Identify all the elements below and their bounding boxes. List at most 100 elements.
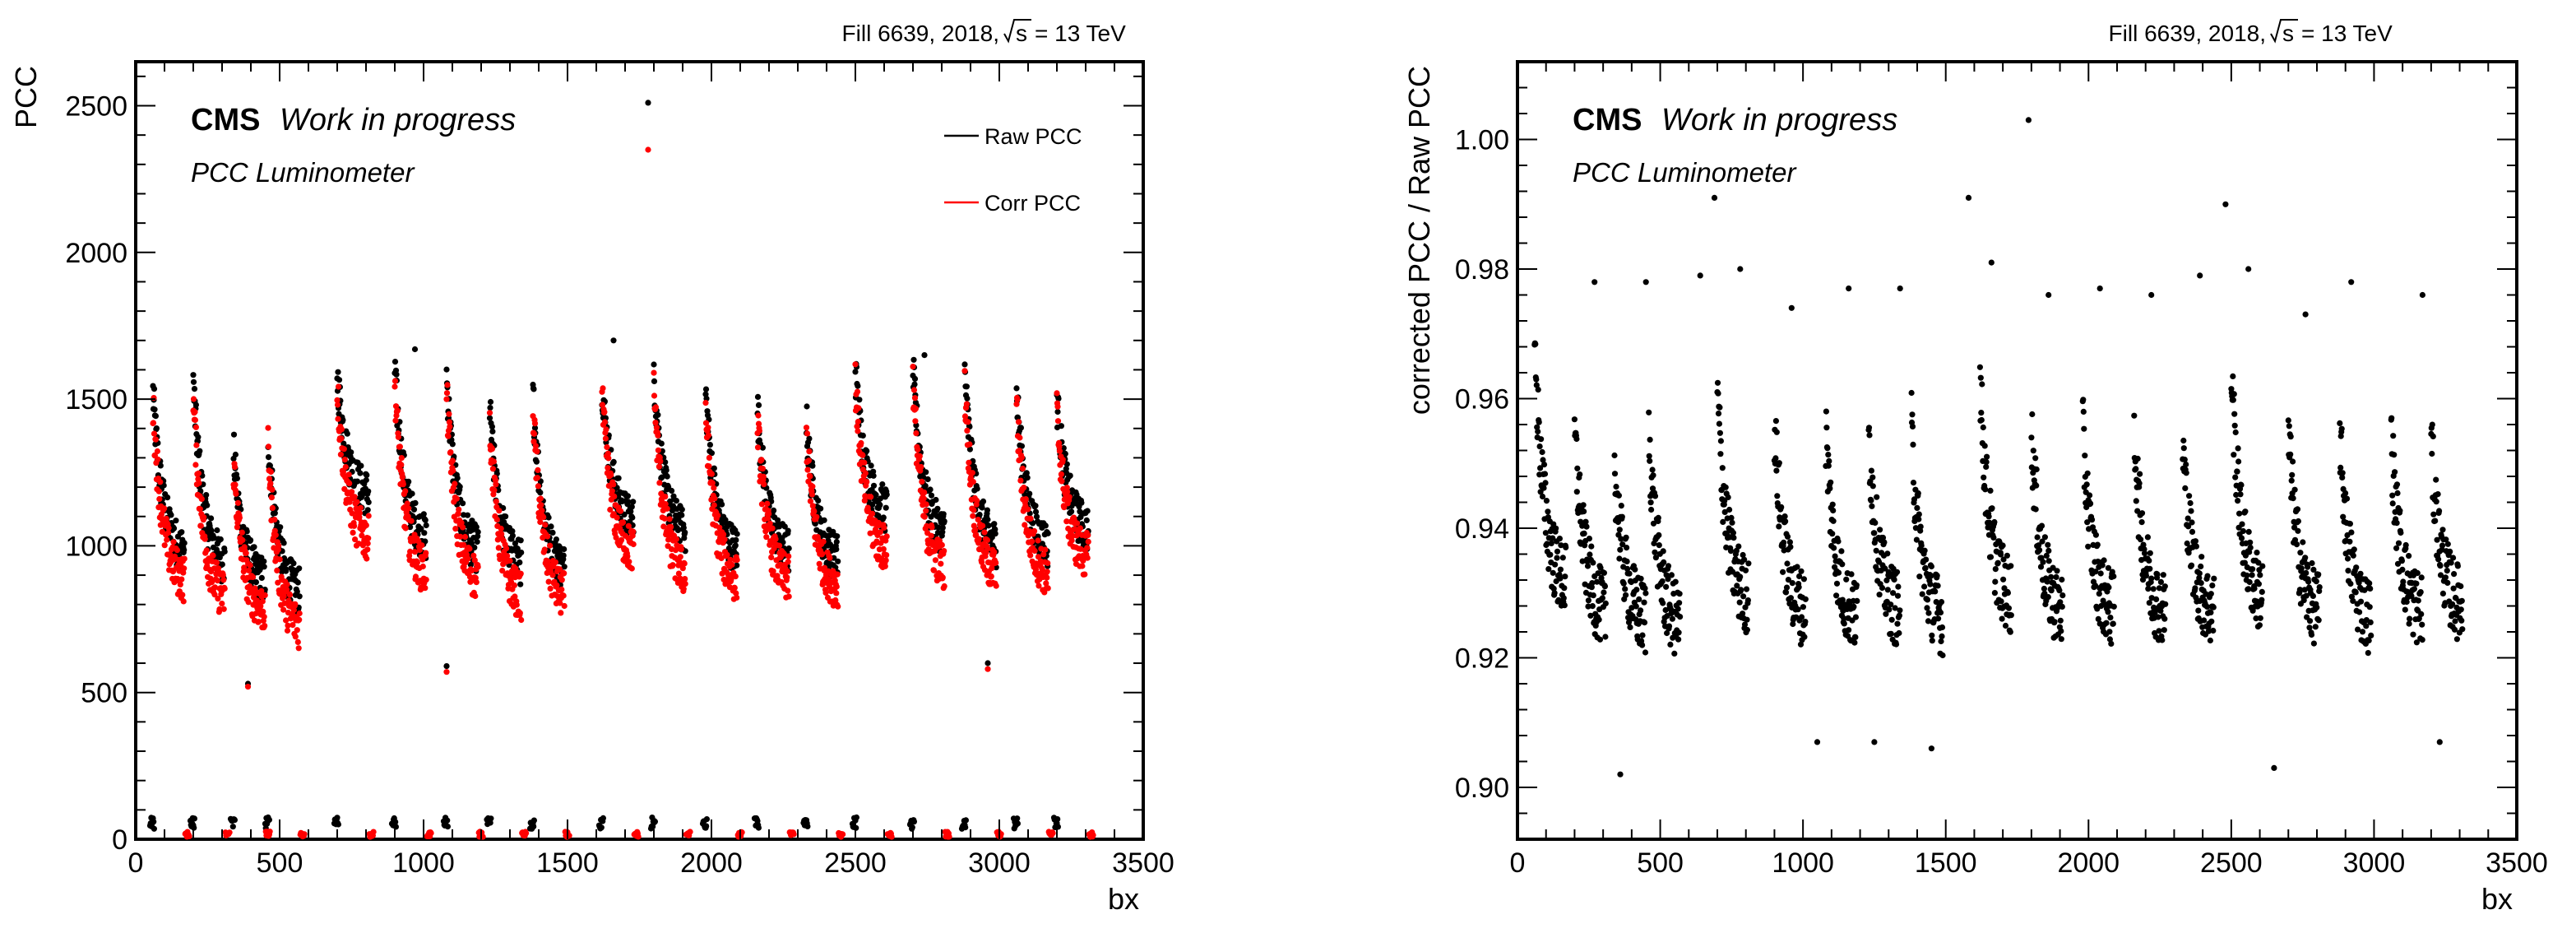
data-point-ratio bbox=[1602, 634, 1609, 640]
data-point-corr-pcc bbox=[861, 459, 868, 466]
data-point-corr-pcc bbox=[359, 532, 365, 539]
data-point-raw-pcc bbox=[509, 528, 516, 535]
data-point-corr-pcc bbox=[764, 500, 771, 507]
data-point-ratio bbox=[1888, 616, 1895, 623]
data-point-ratio bbox=[2045, 541, 2051, 548]
data-point-corr-pcc bbox=[628, 565, 635, 572]
data-point-ratio bbox=[2347, 580, 2354, 587]
data-point-ratio bbox=[2099, 562, 2106, 569]
data-point-corr-pcc bbox=[1042, 546, 1049, 553]
data-point-ratio bbox=[1741, 621, 1749, 628]
data-point-ratio bbox=[1581, 530, 1587, 537]
data-point-raw-pcc-low bbox=[392, 819, 399, 825]
data-point-ratio bbox=[2002, 622, 2009, 629]
data-point-ratio bbox=[1675, 606, 1681, 612]
data-point-ratio bbox=[2363, 623, 2370, 629]
data-point-ratio bbox=[1596, 636, 1604, 643]
data-point-ratio bbox=[1717, 404, 1723, 411]
data-point-ratio bbox=[2039, 538, 2046, 545]
data-point-raw-pcc bbox=[545, 514, 552, 521]
data-point-raw-pcc bbox=[1017, 425, 1024, 431]
data-point-corr-pcc bbox=[806, 448, 813, 455]
data-point-ratio bbox=[1826, 457, 1832, 465]
data-point-corr-pcc bbox=[605, 465, 611, 471]
data-point-ratio bbox=[2337, 420, 2343, 426]
data-point-raw-pcc-outlier bbox=[985, 660, 991, 666]
data-point-raw-pcc bbox=[992, 531, 998, 537]
data-point-ratio bbox=[1623, 592, 1629, 598]
data-point-raw-pcc bbox=[651, 361, 657, 368]
data-point-corr-pcc bbox=[912, 406, 919, 412]
data-point-corr-pcc bbox=[216, 606, 223, 613]
data-point-ratio bbox=[2138, 510, 2146, 517]
data-point-corr-pcc bbox=[1016, 448, 1022, 454]
data-point-corr-pcc bbox=[498, 525, 504, 532]
data-point-corr-pcc bbox=[883, 533, 890, 540]
data-point-ratio bbox=[2138, 519, 2145, 526]
data-point-corr-pcc bbox=[858, 439, 864, 447]
data-point-raw-pcc bbox=[1018, 443, 1025, 449]
data-point-corr-pcc bbox=[705, 425, 711, 431]
data-point-raw-pcc-low bbox=[231, 817, 238, 824]
data-point-corr-pcc bbox=[391, 378, 399, 384]
data-point-ratio bbox=[1938, 599, 1945, 606]
data-point-ratio bbox=[1556, 536, 1563, 542]
data-point-corr-pcc bbox=[284, 627, 291, 634]
data-point-corr-pcc bbox=[1054, 390, 1060, 397]
data-point-ratio bbox=[1619, 541, 1626, 548]
data-point-ratio bbox=[1622, 586, 1629, 592]
data-point-ratio bbox=[2110, 573, 2117, 580]
data-point-ratio bbox=[2198, 563, 2204, 570]
data-point-corr-pcc bbox=[756, 427, 763, 434]
data-point-ratio bbox=[1871, 530, 1878, 536]
data-point-corr-pcc bbox=[599, 402, 606, 408]
data-point-ratio bbox=[2249, 572, 2255, 578]
data-point-ratio bbox=[1626, 570, 1633, 577]
sqrt-s-symbol: s bbox=[1003, 19, 1031, 46]
data-point-ratio bbox=[2315, 571, 2322, 578]
data-point-raw-pcc bbox=[734, 531, 740, 537]
data-point-corr-pcc bbox=[732, 573, 739, 580]
data-point-corr-pcc bbox=[963, 401, 970, 407]
data-point-ratio bbox=[2133, 466, 2139, 472]
data-point-raw-pcc-low bbox=[962, 824, 969, 831]
data-point-ratio bbox=[1617, 546, 1624, 553]
data-point-corr-pcc bbox=[190, 396, 197, 402]
data-point-ratio bbox=[2429, 421, 2435, 428]
data-point-ratio bbox=[1869, 503, 1875, 509]
data-point-corr-pcc bbox=[652, 420, 659, 426]
data-point-corr-pcc bbox=[1029, 538, 1035, 545]
data-point-ratio bbox=[2389, 492, 2396, 499]
data-point-ratio bbox=[2029, 411, 2036, 418]
data-point-ratio bbox=[2004, 552, 2010, 559]
data-point-raw-pcc bbox=[344, 430, 350, 437]
data-point-corr-pcc bbox=[929, 524, 935, 531]
data-point-raw-pcc-low bbox=[755, 824, 762, 831]
data-point-corr-pcc bbox=[765, 515, 771, 522]
data-point-ratio bbox=[2007, 629, 2013, 635]
data-point-ratio bbox=[1599, 595, 1605, 601]
x-tick-label: 2000 bbox=[680, 847, 743, 879]
data-point-ratio bbox=[1914, 504, 1920, 512]
data-point-ratio bbox=[1538, 436, 1545, 443]
data-point-raw-pcc bbox=[548, 523, 554, 530]
data-point-raw-pcc bbox=[1058, 423, 1064, 429]
data-point-ratio bbox=[2162, 601, 2169, 607]
data-point-corr-pcc bbox=[777, 561, 784, 568]
data-point-corr-pcc bbox=[346, 499, 353, 505]
data-point-ratio bbox=[1611, 452, 1618, 459]
data-point-ratio bbox=[1841, 615, 1847, 622]
data-point-ratio bbox=[2365, 650, 2371, 657]
data-point-ratio-outlier bbox=[1737, 266, 1744, 272]
data-point-ratio bbox=[1656, 542, 1662, 549]
data-point-corr-pcc bbox=[411, 549, 419, 555]
data-point-corr-pcc bbox=[803, 425, 810, 431]
data-point-corr-pcc bbox=[602, 435, 609, 442]
data-point-corr-pcc bbox=[938, 541, 945, 549]
data-point-ratio bbox=[1872, 519, 1879, 527]
data-point-ratio bbox=[1647, 436, 1653, 443]
data-point-ratio bbox=[2392, 469, 2398, 476]
data-point-raw-pcc-low bbox=[488, 815, 494, 822]
data-point-corr-pcc bbox=[422, 585, 429, 592]
data-point-corr-pcc bbox=[1021, 485, 1027, 491]
